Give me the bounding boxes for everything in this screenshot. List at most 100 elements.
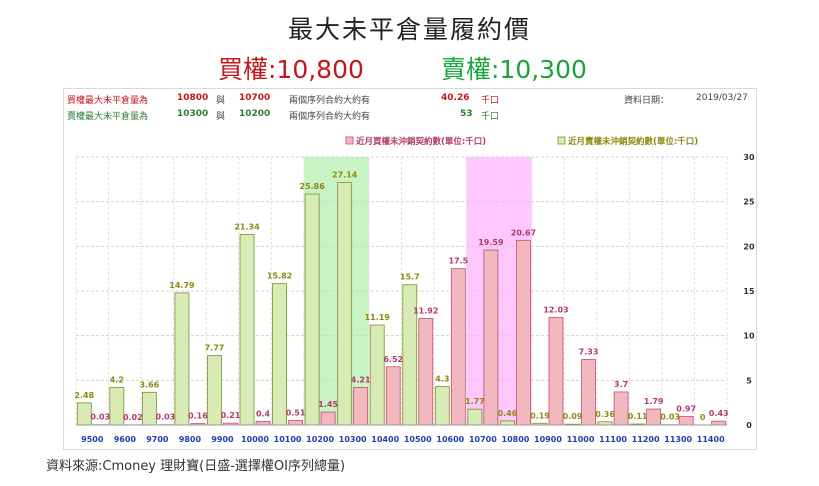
- y-tick-label: 0: [746, 421, 752, 430]
- chart-title: 最大未平倉量履約價: [287, 15, 531, 44]
- source-note: 資料來源:Cmoney 理財寶(日盛-選擇權OI序列總量): [46, 459, 346, 474]
- put-data-label: 4.3: [435, 375, 449, 384]
- call-bar: [418, 318, 434, 426]
- call-data-label: 1.45: [318, 400, 338, 409]
- call-data-label: 0.97: [676, 404, 696, 413]
- call-bar: [678, 415, 694, 426]
- x-tick-label: 9700: [146, 435, 169, 444]
- call-bar: [450, 268, 466, 426]
- call-data-label: 6.52: [383, 355, 403, 364]
- legend-put-swatch: [557, 136, 566, 145]
- call-bar: [711, 420, 727, 426]
- put-max-strike-label: 賣權:10,300: [441, 55, 587, 84]
- put-data-label: 0.36: [595, 410, 615, 419]
- put-bar: [207, 355, 222, 426]
- call-data-label: 19.59: [478, 238, 504, 247]
- legend-call-swatch: [345, 136, 354, 145]
- call-data-label: 0.16: [188, 412, 208, 421]
- info-call-label: 買權最大未平倉量為: [67, 96, 149, 106]
- x-tick-label: 10900: [534, 435, 562, 444]
- x-tick-label: 11400: [697, 435, 725, 444]
- y-tick-label: 15: [743, 287, 755, 296]
- legend-put-label: 近月賣權未沖銷契約數(單位:千口): [568, 136, 698, 147]
- x-tick-label: 9500: [81, 435, 104, 444]
- put-data-label: 0.19: [530, 411, 550, 420]
- call-data-label: 0.03: [156, 413, 176, 422]
- y-tick-label: 5: [746, 376, 752, 385]
- legend-call-label: 近月買權未沖銷契約數(單位:千口): [356, 136, 486, 147]
- info-call-unit: 千口: [481, 96, 500, 106]
- info-put-unit: 千口: [481, 112, 500, 122]
- info-call-desc: 兩個序列合約大約有: [289, 96, 371, 106]
- x-tick-label: 10500: [404, 435, 432, 444]
- call-data-label: 3.7: [614, 380, 628, 389]
- put-bar: [337, 182, 353, 426]
- put-bar: [369, 324, 385, 426]
- call-bar: [353, 386, 369, 426]
- info-put-strike2: 10200: [239, 109, 271, 119]
- call-data-label: 0.43: [709, 409, 729, 418]
- x-tick-label: 10300: [339, 435, 367, 444]
- put-data-label: 11.19: [365, 313, 391, 322]
- y-tick-label: 30: [743, 153, 755, 162]
- x-tick-label: 10400: [371, 435, 399, 444]
- call-data-label: 0.51: [286, 408, 306, 417]
- put-bar: [434, 386, 450, 426]
- x-tick-label: 10800: [502, 435, 530, 444]
- call-data-label: 0.02: [123, 413, 143, 422]
- call-bar: [255, 421, 271, 426]
- call-bar: [613, 391, 629, 426]
- info-put-label: 賣權最大未平倉量為: [67, 112, 149, 122]
- call-data-label: 4.21: [351, 375, 371, 384]
- x-tick-label: 11100: [599, 435, 627, 444]
- put-data-label: 15.7: [400, 273, 420, 282]
- y-tick-label: 10: [743, 332, 755, 341]
- put-data-label: 0.46: [498, 409, 518, 418]
- put-data-label: 0: [700, 413, 706, 422]
- x-tick-label: 10700: [469, 435, 497, 444]
- bar-chart: 0 5 10 15 20 25 30 2.48 0.03 9500 4.2 0.02 9600 3.66 0…: [74, 136, 755, 444]
- put-data-label: 27.14: [332, 171, 358, 180]
- put-bar: [304, 193, 320, 426]
- x-tick-label: 10200: [306, 435, 334, 444]
- call-bar: [581, 359, 596, 426]
- info-put-desc: 兩個序列合約大約有: [289, 112, 371, 122]
- x-tick-label: 9800: [179, 435, 202, 444]
- x-tick-label: 10100: [274, 435, 302, 444]
- put-bar: [141, 391, 157, 426]
- info-call-strike2: 10700: [239, 93, 271, 103]
- put-data-label: 0.03: [660, 413, 680, 422]
- info-put-conj: 與: [216, 112, 226, 122]
- call-bar: [385, 366, 401, 426]
- put-bar: [239, 233, 255, 426]
- info-call-strike1: 10800: [177, 93, 209, 103]
- call-data-label: 0.4: [256, 409, 271, 418]
- put-data-label: 0.09: [563, 412, 583, 421]
- call-data-label: 12.03: [543, 306, 568, 315]
- put-data-label: 3.66: [140, 380, 160, 389]
- put-data-label: 1.77: [465, 397, 485, 406]
- info-put-value: 53: [460, 109, 473, 119]
- x-tick-label: 10600: [436, 435, 464, 444]
- y-tick-label: 25: [743, 198, 755, 207]
- info-put-strike1: 10300: [177, 109, 209, 119]
- y-tick-label: 20: [743, 242, 755, 251]
- x-tick-label: 9900: [211, 435, 234, 444]
- call-data-label: 7.33: [579, 348, 599, 357]
- x-tick-label: 10000: [241, 435, 269, 444]
- x-tick-label: 11200: [632, 435, 660, 444]
- put-bar: [174, 292, 190, 426]
- call-bar: [516, 239, 531, 426]
- info-call-conj: 與: [216, 96, 226, 106]
- put-bar: [500, 420, 515, 426]
- info-date-label: 資料日期：: [624, 96, 670, 106]
- call-bar: [320, 411, 336, 426]
- put-data-label: 25.86: [299, 182, 325, 191]
- put-data-label: 15.82: [267, 272, 292, 281]
- call-bar: [483, 249, 499, 426]
- put-data-label: 7.77: [205, 344, 225, 353]
- call-data-label: 20.67: [511, 228, 536, 237]
- call-data-label: 1.79: [644, 397, 664, 406]
- call-data-label: 17.5: [448, 257, 468, 266]
- put-data-label: 2.48: [74, 391, 94, 400]
